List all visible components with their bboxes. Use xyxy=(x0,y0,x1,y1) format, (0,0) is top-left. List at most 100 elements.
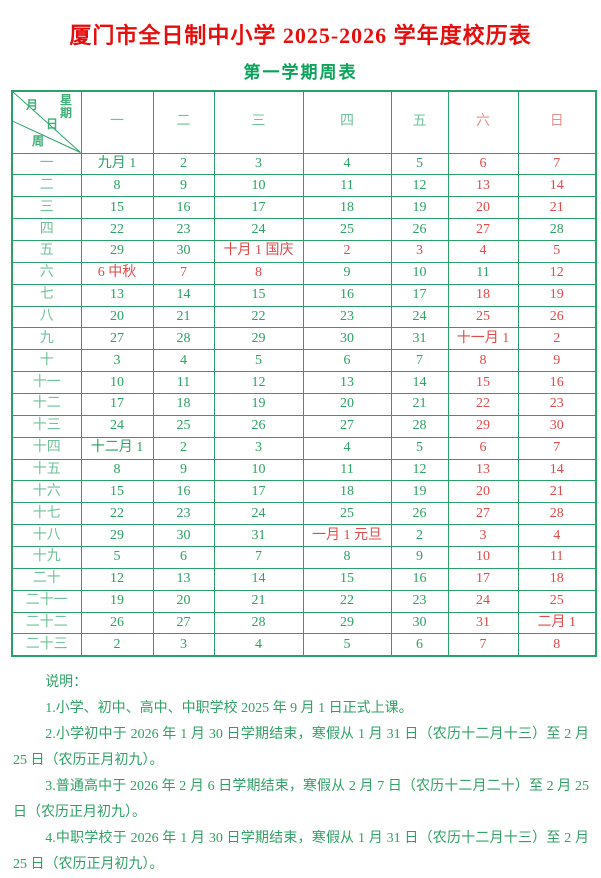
date-cell: 九月 1 xyxy=(80,152,154,176)
date-cell: 18 xyxy=(302,480,392,504)
date-cell: 22 xyxy=(447,392,519,416)
date-cell: 18 xyxy=(447,283,519,307)
date-cell: 11 xyxy=(152,371,215,394)
week-number-label: 十四 xyxy=(11,436,82,460)
date-cell: 12 xyxy=(390,458,449,482)
date-cell: 21 xyxy=(517,480,597,504)
date-cell: 3 xyxy=(390,239,449,263)
date-cell: 19 xyxy=(213,392,304,416)
date-cell: 6 中秋 xyxy=(80,261,154,285)
date-cell: 26 xyxy=(390,218,449,241)
week-row-21: 二十一 19 20 21 22 23 24 25 xyxy=(11,589,597,613)
date-cell: 14 xyxy=(152,283,215,307)
date-cell: 29 xyxy=(447,414,519,438)
date-cell: 9 xyxy=(390,545,449,569)
date-cell: 5 xyxy=(80,545,154,569)
date-cell: 27 xyxy=(447,502,519,526)
week-number-label: 二十二 xyxy=(11,611,82,635)
date-cell: 24 xyxy=(80,414,154,438)
date-cell: 17 xyxy=(447,567,519,591)
date-cell: 8 xyxy=(213,261,304,285)
week-row-4: 四 22 23 24 25 26 27 28 xyxy=(11,218,597,241)
date-cell: 7 xyxy=(517,436,597,460)
week-number-label: 四 xyxy=(11,218,82,241)
week-number-label: 十 xyxy=(11,349,82,373)
date-cell: 12 xyxy=(213,371,304,394)
date-cell: 17 xyxy=(390,283,449,307)
date-cell: 8 xyxy=(80,174,154,198)
date-cell: 2 xyxy=(80,633,154,657)
date-cell: 20 xyxy=(80,305,154,329)
date-cell: 30 xyxy=(517,414,597,438)
date-cell: 17 xyxy=(213,480,304,504)
date-cell: 9 xyxy=(517,349,597,373)
date-cell: 10 xyxy=(390,261,449,285)
date-cell: 9 xyxy=(152,458,215,482)
date-cell: 30 xyxy=(152,239,215,263)
week-row-23: 二十三 2 3 4 5 6 7 8 xyxy=(11,633,597,657)
date-cell: 5 xyxy=(390,152,449,176)
date-cell: 23 xyxy=(302,305,392,329)
date-cell: 6 xyxy=(447,152,519,176)
week-number-label: 十七 xyxy=(11,502,82,526)
date-cell: 13 xyxy=(447,458,519,482)
date-cell: 27 xyxy=(152,611,215,635)
date-cell: 7 xyxy=(390,349,449,373)
weekday-header-7: 日 xyxy=(517,90,597,154)
date-cell: 16 xyxy=(152,196,215,220)
date-cell: 十一月 1 xyxy=(447,327,519,351)
week-number-label: 十八 xyxy=(11,524,82,547)
date-cell: 15 xyxy=(80,480,154,504)
date-cell: 21 xyxy=(213,589,304,613)
date-cell: 3 xyxy=(447,524,519,547)
date-cell: 26 xyxy=(80,611,154,635)
date-cell: 3 xyxy=(80,349,154,373)
date-cell: 11 xyxy=(517,545,597,569)
date-cell: 28 xyxy=(213,611,304,635)
date-cell: 29 xyxy=(213,327,304,351)
date-cell: 27 xyxy=(80,327,154,351)
date-cell: 15 xyxy=(302,567,392,591)
date-cell: 2 xyxy=(152,152,215,176)
week-number-label: 二十一 xyxy=(11,589,82,613)
date-cell: 4 xyxy=(302,436,392,460)
week-number-label: 十三 xyxy=(11,414,82,438)
date-cell: 23 xyxy=(390,589,449,613)
date-cell: 10 xyxy=(213,458,304,482)
date-cell: 5 xyxy=(517,239,597,263)
date-cell: 19 xyxy=(80,589,154,613)
date-cell: 6 xyxy=(302,349,392,373)
corner-header-cell: 月 星期 日 周 xyxy=(11,90,82,154)
date-cell: 4 xyxy=(447,239,519,263)
date-cell: 8 xyxy=(447,349,519,373)
date-cell: 15 xyxy=(213,283,304,307)
date-cell: 22 xyxy=(213,305,304,329)
date-cell: 15 xyxy=(447,371,519,394)
week-number-label: 九 xyxy=(11,327,82,351)
date-cell: 30 xyxy=(152,524,215,547)
date-cell: 16 xyxy=(517,371,597,394)
date-cell: 25 xyxy=(517,589,597,613)
corner-weekday-label: 星期 xyxy=(60,93,73,120)
weekday-header-2: 二 xyxy=(152,90,215,154)
date-cell: 9 xyxy=(152,174,215,198)
date-cell: 十二月 1 xyxy=(80,436,154,460)
date-cell: 12 xyxy=(80,567,154,591)
date-cell: 20 xyxy=(447,480,519,504)
date-cell: 14 xyxy=(517,458,597,482)
date-cell: 29 xyxy=(80,524,154,547)
date-cell: 12 xyxy=(517,261,597,285)
week-number-label: 五 xyxy=(11,239,82,263)
date-cell: 6 xyxy=(390,633,449,657)
date-cell: 21 xyxy=(517,196,597,220)
week-number-label: 七 xyxy=(11,283,82,307)
date-cell: 4 xyxy=(213,633,304,657)
week-number-label: 六 xyxy=(11,261,82,285)
corner-month-label: 月 xyxy=(26,98,39,112)
date-cell: 28 xyxy=(152,327,215,351)
date-cell: 10 xyxy=(80,371,154,394)
date-cell: 11 xyxy=(302,174,392,198)
